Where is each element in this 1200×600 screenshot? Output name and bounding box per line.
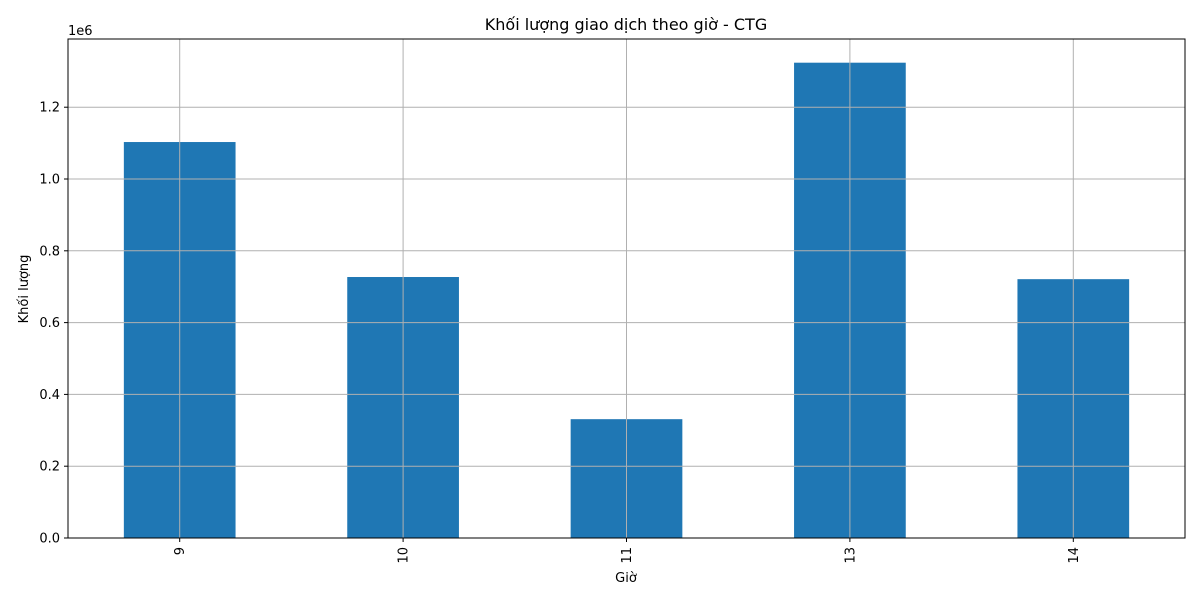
grid (68, 39, 1185, 539)
x-tick-label: 10 (397, 547, 412, 564)
x-tick-label: 11 (620, 547, 635, 564)
y-tick-label: 0.0 (39, 532, 60, 547)
y-tick-label: 0.4 (39, 388, 60, 403)
x-tick-label: 14 (1067, 547, 1082, 564)
y-axis: 0.0 0.2 0.4 0.6 0.8 1.0 1.2 (39, 101, 68, 547)
x-tick-label: 9 (173, 547, 188, 555)
y-tick-label: 1.2 (39, 101, 60, 116)
x-axis-title: Giờ (615, 571, 637, 586)
x-tick-label: 13 (843, 547, 858, 564)
chart-title: Khối lượng giao dịch theo giờ - CTG (485, 15, 767, 34)
y-offset-label: 1e6 (68, 24, 93, 39)
y-tick-label: 0.8 (39, 244, 60, 259)
x-axis: 9 10 11 13 14 (173, 538, 1082, 564)
y-axis-title: Khối lượng (17, 255, 32, 324)
y-tick-label: 0.2 (39, 460, 60, 475)
y-tick-label: 0.6 (39, 316, 60, 331)
y-tick-label: 1.0 (39, 173, 60, 188)
